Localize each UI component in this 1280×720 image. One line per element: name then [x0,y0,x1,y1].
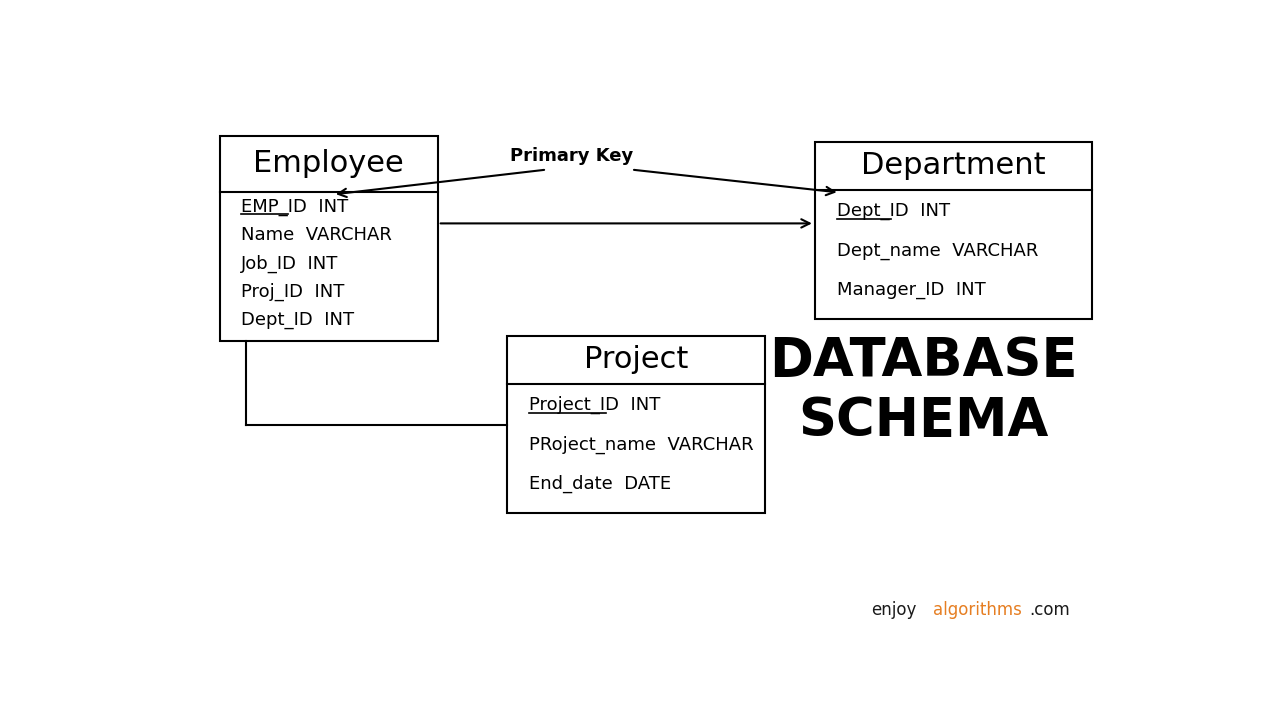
Bar [815,142,1093,319]
Text: PRoject_name  VARCHAR: PRoject_name VARCHAR [529,436,754,454]
Text: Job_ID  INT: Job_ID INT [242,255,339,273]
Text: Manager_ID  INT: Manager_ID INT [837,281,986,299]
Bar [507,336,765,513]
Text: End_date  DATE: End_date DATE [529,474,671,493]
Text: Primary Key: Primary Key [509,147,634,165]
Text: Project_ID  INT: Project_ID INT [529,396,660,415]
Text: Proj_ID  INT: Proj_ID INT [242,283,344,301]
Text: Dept_ID  INT: Dept_ID INT [242,311,355,329]
Text: EMP_ID  INT: EMP_ID INT [242,198,348,216]
Text: Employee: Employee [253,150,404,179]
Text: algorithms: algorithms [933,601,1021,619]
Text: Name  VARCHAR: Name VARCHAR [242,227,392,245]
Bar [220,136,438,341]
Text: Dept_name  VARCHAR: Dept_name VARCHAR [837,242,1038,260]
Text: DATABASE
SCHEMA: DATABASE SCHEMA [769,336,1078,447]
Text: Dept_ID  INT: Dept_ID INT [837,202,950,220]
Text: Project: Project [584,346,689,374]
Text: enjoy: enjoy [872,601,916,619]
Text: .com: .com [1029,601,1070,619]
Text: Department: Department [861,151,1046,180]
